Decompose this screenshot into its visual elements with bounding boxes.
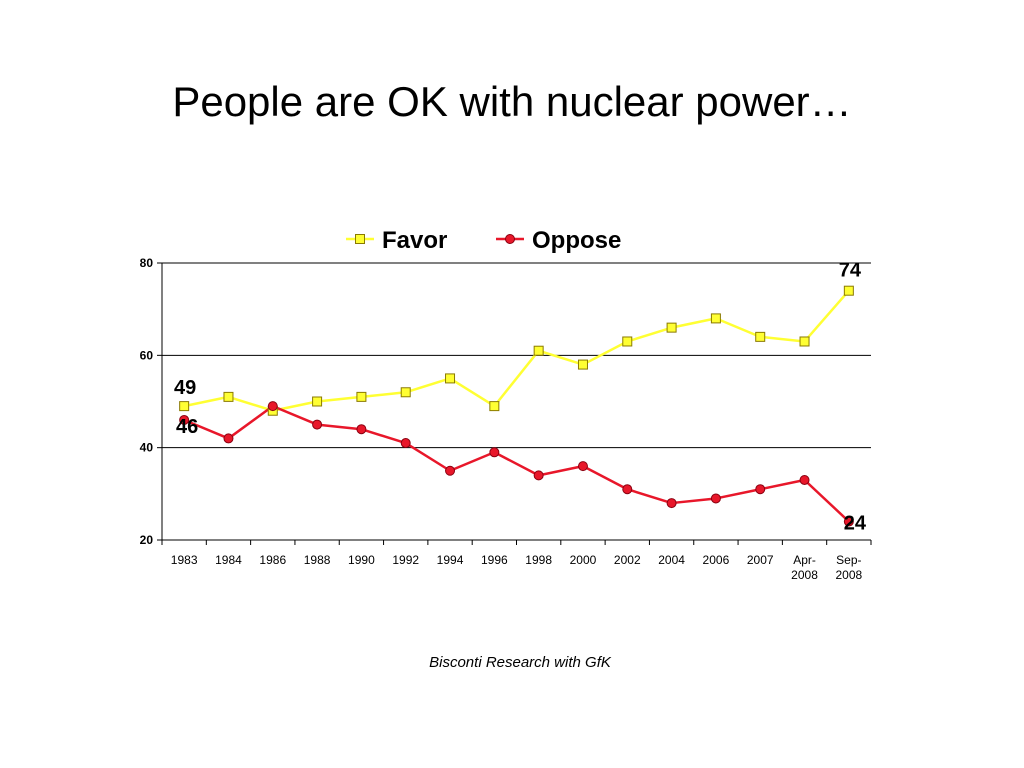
slide-title: People are OK with nuclear power… [172,78,852,125]
data-point-0-13 [755,331,766,342]
data-point-1-13 [755,484,766,495]
x-tick-label: 1986 [259,553,286,567]
x-tick-label: 2006 [703,553,730,567]
data-point-1-0 [179,414,190,425]
data-point-1-9 [577,461,588,472]
data-point-1-14 [799,474,810,485]
legend-marker-1 [505,234,515,244]
x-tick-label: 1994 [437,553,464,567]
x-tick-label: 1990 [348,553,375,567]
data-label: 49 [174,377,196,399]
legend-label: Oppose [532,227,621,254]
chart-series [179,285,854,527]
data-point-0-9 [577,359,588,370]
data-point-1-11 [666,498,677,509]
data-point-0-5 [400,387,411,398]
data-point-1-3 [312,419,323,430]
x-tick-label: 1992 [392,553,419,567]
source-note: Bisconti Research with GfK [429,654,611,671]
y-tick-label: 80 [140,256,154,270]
data-point-0-0 [179,401,190,412]
y-tick-label: 60 [140,348,154,362]
series-line-0 [183,289,850,412]
data-point-1-1 [223,433,234,444]
y-tick-label: 40 [140,441,154,455]
x-tick-label: Sep-2008 [835,553,862,582]
x-tick-label: 1988 [304,553,331,567]
legend-item-1: Oppose [496,227,621,254]
data-point-1-4 [356,424,367,435]
legend-marker-0 [355,234,365,244]
data-point-0-11 [666,322,677,333]
data-point-1-10 [622,484,633,495]
data-point-0-4 [356,391,367,402]
chart-legend: Favor Oppose [346,227,621,254]
x-tick-label: Apr-2008 [791,553,818,582]
data-point-1-6 [445,465,456,476]
x-tick-label: 2000 [570,553,597,567]
series-line-1 [183,404,850,523]
x-tick-label: 2007 [747,553,774,567]
data-point-1-8 [533,470,544,481]
chart-axes: 20 40 60 80 1983 1984 1986 1988 1990 1992 1994 1996… [140,256,872,582]
y-tick-label: 20 [140,533,154,547]
x-tick-label: 1998 [525,553,552,567]
data-label: 46 [176,416,198,438]
data-point-0-15 [843,285,854,296]
data-point-1-15 [843,516,854,527]
data-point-1-7 [489,447,500,458]
data-point-0-6 [445,373,456,384]
data-point-1-12 [710,493,721,504]
data-label: 24 [844,513,867,535]
data-point-1-2 [267,401,278,412]
x-tick-label: 1996 [481,553,508,567]
legend-label: Favor [382,227,447,254]
data-point-0-14 [799,336,810,347]
data-label: 74 [839,260,862,282]
x-tick-label: 2004 [658,553,685,567]
data-point-0-3 [312,396,323,407]
x-tick-label: 1984 [215,553,242,567]
data-point-1-5 [400,438,411,449]
data-point-0-12 [710,313,721,324]
chart-grid [162,262,871,449]
x-tick-label: 2002 [614,553,641,567]
x-tick-label: 1983 [171,553,198,567]
legend-item-0: Favor [346,227,447,254]
data-point-0-7 [489,401,500,412]
chart-data-labels: 49 46 74 24 [174,260,867,535]
data-point-0-8 [533,345,544,356]
data-point-0-10 [622,336,633,347]
data-point-0-1 [223,391,234,402]
